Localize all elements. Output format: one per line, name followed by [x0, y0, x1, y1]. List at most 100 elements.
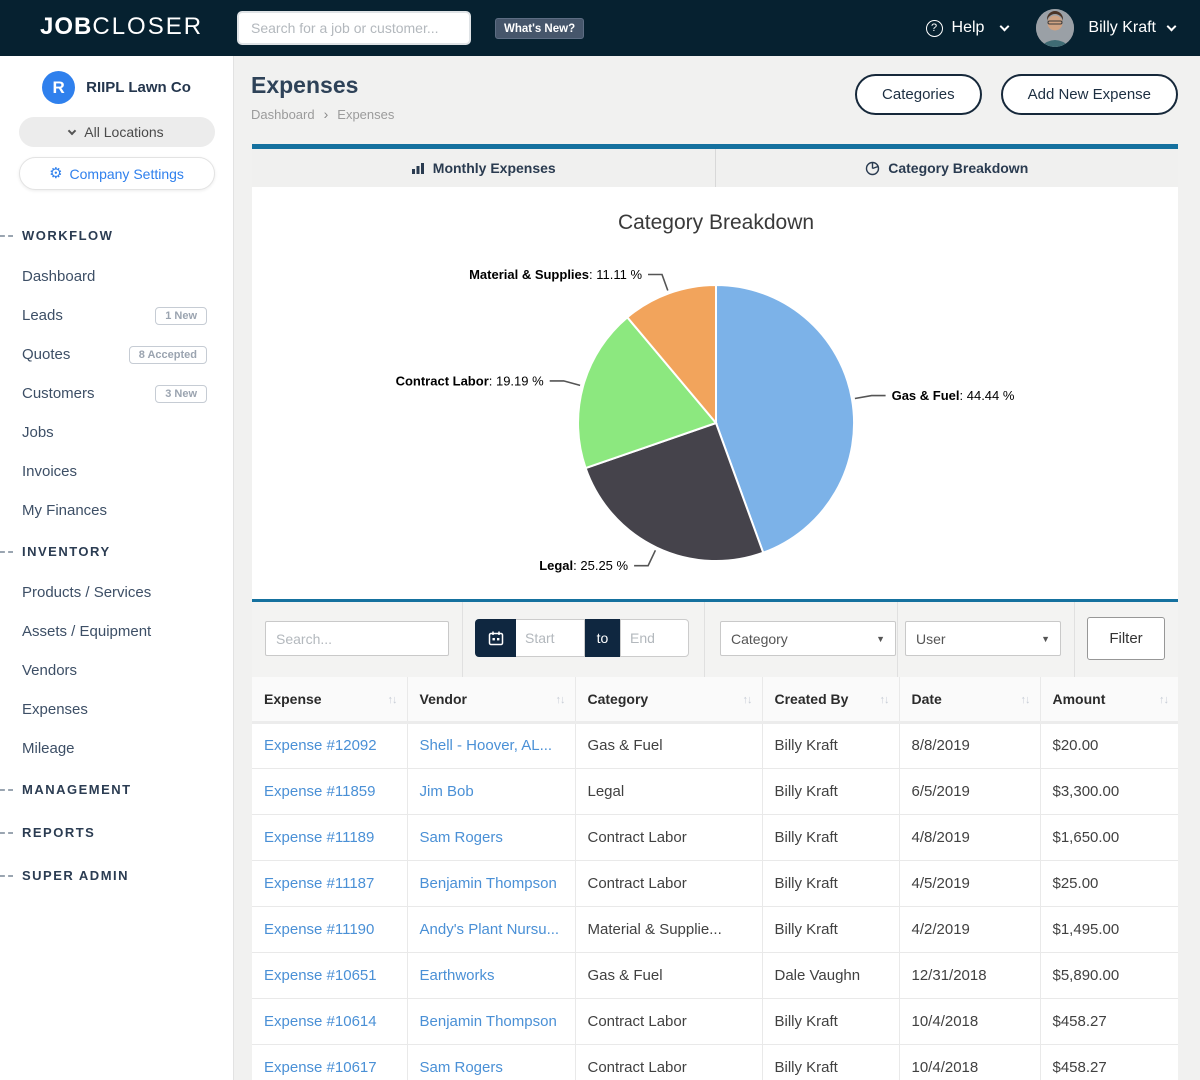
sidebar-item-dashboard[interactable]: Dashboard — [0, 257, 233, 296]
sidebar-item-products-services[interactable]: Products / Services — [0, 573, 233, 612]
filter-bar: to Category ▼ User ▼ Filter — [252, 602, 1178, 677]
help-menu[interactable]: ? Help — [926, 19, 1009, 37]
date-start-input[interactable] — [516, 619, 585, 657]
table-cell: Billy Kraft — [762, 906, 899, 952]
vendor-link[interactable]: Benjamin Thompson — [407, 998, 575, 1044]
table-row: Expense #11859Jim BobLegalBilly Kraft6/5… — [252, 768, 1178, 814]
table-cell: 6/5/2019 — [899, 768, 1040, 814]
vendor-link[interactable]: Jim Bob — [407, 768, 575, 814]
global-search-input[interactable] — [237, 11, 471, 45]
pie-label-contract-labor: Contract Labor: 19.19 % — [396, 373, 545, 388]
top-nav: JOBCLOSER What's New? ? Help Billy Kraft — [0, 0, 1200, 56]
section-label: INVENTORY — [22, 544, 111, 559]
table-cell: 8/8/2019 — [899, 722, 1040, 768]
main-content: Expenses Dashboard › Expenses Categories… — [235, 56, 1200, 1080]
vendor-link[interactable]: Shell - Hoover, AL... — [407, 722, 575, 768]
pie-label-material-supplies: Material & Supplies: 11.11 % — [469, 267, 642, 282]
column-header-created-by[interactable]: ↑↓Created By — [762, 677, 899, 722]
vendor-link[interactable]: Benjamin Thompson — [407, 860, 575, 906]
sort-icon[interactable]: ↑↓ — [388, 694, 397, 706]
vendor-link[interactable]: Sam Rogers — [407, 1044, 575, 1080]
category-select[interactable]: Category ▼ — [720, 621, 896, 656]
tab-monthly-expenses[interactable]: Monthly Expenses — [252, 149, 715, 187]
expense-link[interactable]: Expense #11190 — [252, 906, 407, 952]
vendor-link[interactable]: Sam Rogers — [407, 814, 575, 860]
breadcrumb-dashboard[interactable]: Dashboard — [251, 107, 315, 122]
whats-new-button[interactable]: What's New? — [495, 18, 584, 39]
vendor-link[interactable]: Andy's Plant Nursu... — [407, 906, 575, 952]
expense-link[interactable]: Expense #12092 — [252, 722, 407, 768]
sort-icon[interactable]: ↑↓ — [1159, 694, 1168, 706]
sidebar-item-assets-equipment[interactable]: Assets / Equipment — [0, 612, 233, 651]
company-row[interactable]: R RIIPL Lawn Co — [0, 71, 233, 104]
app-logo[interactable]: JOBCLOSER — [40, 13, 203, 41]
sidebar-item-mileage[interactable]: Mileage — [0, 729, 233, 768]
table-search-input[interactable] — [265, 621, 449, 656]
locations-dropdown[interactable]: All Locations — [19, 117, 215, 147]
sidebar-item-my-finances[interactable]: My Finances — [0, 491, 233, 530]
table-row: Expense #11190Andy's Plant Nursu...Mater… — [252, 906, 1178, 952]
avatar[interactable] — [1036, 9, 1074, 47]
sidebar-item-label: Jobs — [22, 424, 54, 441]
user-menu[interactable]: Billy Kraft — [1088, 19, 1175, 37]
sidebar-section-workflow[interactable]: WORKFLOW — [0, 214, 233, 257]
column-header-amount[interactable]: ↑↓Amount — [1040, 677, 1178, 722]
sort-icon[interactable]: ↑↓ — [556, 694, 565, 706]
sidebar-item-quotes[interactable]: Quotes8 Accepted — [0, 335, 233, 374]
column-header-category[interactable]: ↑↓Category — [575, 677, 762, 722]
sort-icon[interactable]: ↑↓ — [743, 694, 752, 706]
table-cell: $458.27 — [1040, 1044, 1178, 1080]
expense-link[interactable]: Expense #10614 — [252, 998, 407, 1044]
section-tick-icon — [0, 832, 13, 834]
table-row: Expense #10617Sam RogersContract LaborBi… — [252, 1044, 1178, 1080]
sidebar-item-invoices[interactable]: Invoices — [0, 452, 233, 491]
calendar-button[interactable] — [475, 619, 516, 657]
user-name: Billy Kraft — [1088, 19, 1156, 37]
page-title: Expenses — [251, 72, 358, 99]
company-settings-button[interactable]: ⚙ Company Settings — [19, 157, 215, 190]
sidebar-item-expenses[interactable]: Expenses — [0, 690, 233, 729]
table-cell: 10/4/2018 — [899, 1044, 1040, 1080]
sort-icon[interactable]: ↑↓ — [1021, 694, 1030, 706]
table-cell: 10/4/2018 — [899, 998, 1040, 1044]
company-name: RIIPL Lawn Co — [86, 79, 191, 96]
table-cell: Gas & Fuel — [575, 722, 762, 768]
sort-icon[interactable]: ↑↓ — [880, 694, 889, 706]
expense-link[interactable]: Expense #10651 — [252, 952, 407, 998]
section-tick-icon — [0, 875, 13, 877]
section-tick-icon — [0, 789, 13, 791]
locations-label: All Locations — [84, 124, 163, 140]
add-new-expense-button[interactable]: Add New Expense — [1001, 74, 1178, 115]
column-header-expense[interactable]: ↑↓Expense — [252, 677, 407, 722]
expense-link[interactable]: Expense #11859 — [252, 768, 407, 814]
vendor-link[interactable]: Earthworks — [407, 952, 575, 998]
expense-link[interactable]: Expense #11189 — [252, 814, 407, 860]
sidebar-section-reports[interactable]: REPORTS — [0, 811, 233, 854]
logo-bold-text: JOB — [40, 13, 92, 40]
table-cell: Billy Kraft — [762, 814, 899, 860]
sidebar-section-management[interactable]: MANAGEMENT — [0, 768, 233, 811]
sidebar-item-vendors[interactable]: Vendors — [0, 651, 233, 690]
sidebar-badge: 1 New — [155, 307, 207, 325]
date-end-input[interactable] — [620, 619, 689, 657]
categories-button[interactable]: Categories — [855, 74, 982, 115]
expense-link[interactable]: Expense #11187 — [252, 860, 407, 906]
date-range-picker: to — [475, 619, 689, 657]
dropdown-arrow-icon: ▼ — [876, 634, 885, 644]
column-header-date[interactable]: ↑↓Date — [899, 677, 1040, 722]
table-cell: $20.00 — [1040, 722, 1178, 768]
filter-button[interactable]: Filter — [1087, 617, 1165, 660]
expense-link[interactable]: Expense #10617 — [252, 1044, 407, 1080]
chevron-down-icon — [68, 126, 76, 134]
chevron-down-icon — [1000, 21, 1010, 31]
sidebar-item-leads[interactable]: Leads1 New — [0, 296, 233, 335]
sidebar-item-jobs[interactable]: Jobs — [0, 413, 233, 452]
sidebar-section-inventory[interactable]: INVENTORY — [0, 530, 233, 573]
sidebar-section-super-admin[interactable]: SUPER ADMIN — [0, 854, 233, 897]
sidebar-item-customers[interactable]: Customers3 New — [0, 374, 233, 413]
tab-category-breakdown[interactable]: Category Breakdown — [715, 149, 1179, 187]
bar-chart-icon — [411, 161, 425, 175]
column-header-vendor[interactable]: ↑↓Vendor — [407, 677, 575, 722]
avatar-image — [1036, 9, 1074, 47]
user-select[interactable]: User ▼ — [905, 621, 1061, 656]
